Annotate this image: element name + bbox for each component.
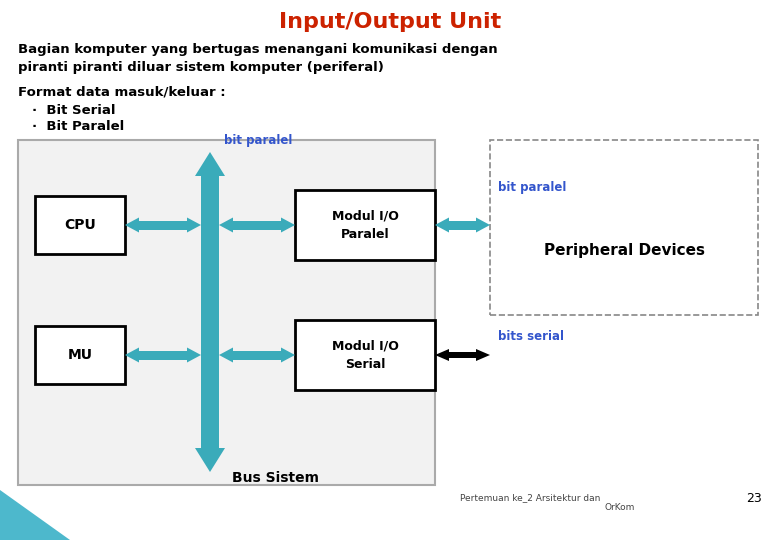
Text: ·  Bit Serial: · Bit Serial [32, 104, 115, 117]
Text: Input/Output Unit: Input/Output Unit [279, 12, 501, 32]
Polygon shape [476, 218, 490, 233]
Text: OrKom: OrKom [604, 503, 635, 512]
Bar [295, 320, 435, 390]
Text: bits serial: bits serial [498, 330, 564, 343]
Bar [295, 190, 435, 260]
Text: Peripheral Devices: Peripheral Devices [544, 242, 704, 258]
Text: piranti piranti diluar sistem komputer (periferal): piranti piranti diluar sistem komputer (… [18, 62, 384, 75]
Bar [233, 220, 281, 230]
Text: Paralel: Paralel [341, 227, 389, 240]
Text: Bus Sistem: Bus Sistem [232, 471, 318, 485]
Polygon shape [0, 490, 70, 540]
Bar [233, 350, 281, 360]
Text: Modul I/O: Modul I/O [332, 210, 399, 222]
Bar [139, 350, 187, 360]
Text: Format data masuk/keluar :: Format data masuk/keluar : [18, 85, 225, 98]
Polygon shape [219, 348, 233, 362]
Polygon shape [435, 349, 449, 361]
Polygon shape [219, 218, 233, 233]
Bar [35, 326, 125, 384]
Text: Serial: Serial [345, 357, 385, 370]
Bar [35, 196, 125, 254]
Polygon shape [0, 502, 55, 540]
Text: 23: 23 [746, 491, 762, 504]
Text: Pertemuan ke_2 Arsitektur dan: Pertemuan ke_2 Arsitektur dan [460, 494, 600, 503]
Text: ·  Bit Paralel: · Bit Paralel [32, 120, 124, 133]
Bar [201, 176, 219, 448]
Polygon shape [281, 218, 295, 233]
Polygon shape [195, 152, 225, 176]
Bar [449, 220, 476, 230]
Polygon shape [435, 218, 449, 233]
Polygon shape [476, 349, 490, 361]
Text: CPU: CPU [64, 218, 96, 232]
Polygon shape [125, 348, 139, 362]
Bar [18, 140, 435, 485]
Bar [139, 220, 187, 230]
Text: bit paralel: bit paralel [498, 181, 566, 194]
Text: Bagian komputer yang bertugas menangani komunikasi dengan: Bagian komputer yang bertugas menangani … [18, 44, 498, 57]
Polygon shape [125, 218, 139, 233]
Text: bit paralel: bit paralel [224, 134, 292, 147]
Polygon shape [281, 348, 295, 362]
Bar [449, 352, 476, 358]
Bar [490, 140, 758, 315]
Polygon shape [187, 218, 201, 233]
Polygon shape [187, 348, 201, 362]
Polygon shape [195, 448, 225, 472]
Text: Modul I/O: Modul I/O [332, 340, 399, 353]
Text: MU: MU [68, 348, 93, 362]
